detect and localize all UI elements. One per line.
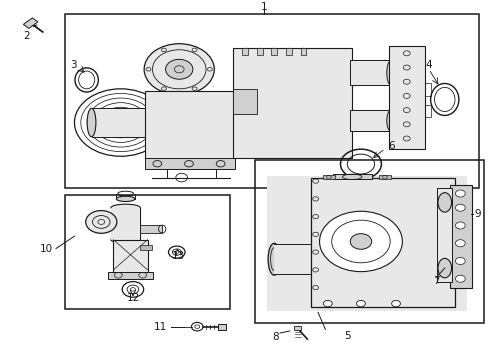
Bar bbox=[255, 160, 484, 323]
Bar bbox=[389, 46, 425, 149]
Text: 2: 2 bbox=[24, 31, 30, 41]
Bar bbox=[218, 324, 226, 329]
Circle shape bbox=[456, 190, 465, 197]
Circle shape bbox=[456, 204, 465, 211]
Text: 3: 3 bbox=[70, 60, 77, 71]
Bar bbox=[294, 326, 301, 330]
Ellipse shape bbox=[438, 258, 452, 278]
Ellipse shape bbox=[111, 236, 140, 243]
Bar bbox=[92, 108, 170, 137]
Bar bbox=[450, 185, 471, 288]
Text: 11: 11 bbox=[154, 322, 167, 332]
Bar bbox=[286, 48, 292, 55]
Bar bbox=[267, 176, 466, 311]
Circle shape bbox=[392, 300, 400, 307]
Text: 4: 4 bbox=[425, 60, 432, 71]
Circle shape bbox=[456, 240, 465, 247]
Bar bbox=[350, 60, 391, 85]
Bar bbox=[233, 48, 352, 158]
Bar bbox=[233, 89, 257, 114]
Bar bbox=[333, 174, 372, 179]
Bar bbox=[108, 272, 153, 279]
Bar bbox=[140, 245, 152, 250]
Bar bbox=[65, 195, 230, 309]
Circle shape bbox=[323, 300, 332, 307]
Circle shape bbox=[456, 222, 465, 229]
Text: 12: 12 bbox=[126, 293, 140, 303]
Text: 5: 5 bbox=[344, 331, 351, 341]
Bar bbox=[65, 14, 479, 188]
Bar bbox=[111, 208, 140, 240]
Bar bbox=[438, 188, 452, 282]
Bar bbox=[242, 48, 248, 55]
Circle shape bbox=[456, 257, 465, 265]
Circle shape bbox=[357, 300, 366, 307]
Bar bbox=[350, 110, 391, 131]
Bar bbox=[145, 158, 235, 169]
Bar bbox=[323, 175, 335, 179]
Text: 10: 10 bbox=[40, 244, 53, 253]
Bar bbox=[274, 244, 323, 274]
Text: 9: 9 bbox=[475, 209, 481, 219]
Circle shape bbox=[456, 275, 465, 282]
Text: 6: 6 bbox=[388, 141, 394, 150]
Ellipse shape bbox=[387, 60, 395, 85]
Bar bbox=[140, 225, 162, 233]
Ellipse shape bbox=[87, 108, 96, 137]
Circle shape bbox=[166, 59, 193, 79]
Bar bbox=[425, 105, 431, 117]
Bar bbox=[425, 84, 431, 96]
Bar bbox=[114, 240, 147, 273]
Bar bbox=[379, 175, 391, 179]
Ellipse shape bbox=[387, 110, 395, 131]
Text: 7: 7 bbox=[433, 276, 440, 286]
Bar bbox=[311, 177, 455, 307]
Ellipse shape bbox=[438, 193, 452, 212]
Circle shape bbox=[144, 44, 214, 95]
Bar bbox=[145, 91, 235, 160]
Ellipse shape bbox=[116, 196, 135, 202]
Bar bbox=[300, 48, 306, 55]
Circle shape bbox=[86, 211, 117, 233]
Circle shape bbox=[119, 121, 122, 124]
Ellipse shape bbox=[165, 108, 174, 137]
Text: 8: 8 bbox=[272, 332, 279, 342]
Ellipse shape bbox=[268, 243, 280, 275]
Ellipse shape bbox=[111, 204, 140, 211]
Circle shape bbox=[319, 211, 402, 272]
Text: 13: 13 bbox=[172, 251, 185, 261]
Text: 1: 1 bbox=[261, 2, 268, 12]
Bar bbox=[271, 48, 277, 55]
Circle shape bbox=[350, 234, 372, 249]
Bar bbox=[24, 18, 38, 28]
Bar bbox=[257, 48, 263, 55]
